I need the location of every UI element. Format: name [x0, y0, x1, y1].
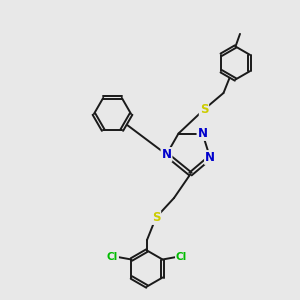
Text: Cl: Cl	[176, 251, 187, 262]
Text: Cl: Cl	[107, 251, 118, 262]
Text: S: S	[200, 103, 208, 116]
Text: N: N	[161, 148, 172, 161]
Text: N: N	[205, 151, 215, 164]
Text: S: S	[152, 211, 160, 224]
Text: N: N	[197, 127, 208, 140]
